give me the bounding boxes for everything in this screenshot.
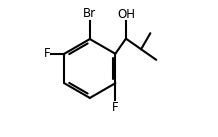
Text: F: F bbox=[44, 47, 51, 60]
Text: OH: OH bbox=[117, 8, 135, 21]
Text: Br: Br bbox=[83, 7, 96, 20]
Text: F: F bbox=[112, 101, 119, 114]
